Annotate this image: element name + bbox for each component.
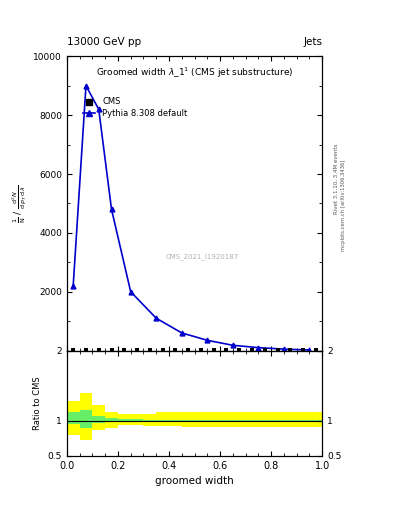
X-axis label: groomed width: groomed width: [155, 476, 234, 486]
Text: CMS_2021_I1920187: CMS_2021_I1920187: [165, 253, 239, 260]
Legend: CMS, Pythia 8.308 default: CMS, Pythia 8.308 default: [81, 96, 189, 120]
Text: Groomed width $\lambda\_1^1$ (CMS jet substructure): Groomed width $\lambda\_1^1$ (CMS jet su…: [96, 65, 293, 79]
Text: Jets: Jets: [303, 37, 322, 47]
Text: 13000 GeV pp: 13000 GeV pp: [67, 37, 141, 47]
Y-axis label: $\frac{1}{\mathrm{N}}$ / $\frac{\mathrm{d}^2 N}{\mathrm{d}\,p_T\,\mathrm{d}\,\la: $\frac{1}{\mathrm{N}}$ / $\frac{\mathrm{…: [11, 184, 29, 223]
Text: Rivet 3.1.10, 3.4M events: Rivet 3.1.10, 3.4M events: [334, 144, 338, 215]
Y-axis label: Ratio to CMS: Ratio to CMS: [33, 376, 42, 430]
Text: mcplots.cern.ch [arXiv:1306.3436]: mcplots.cern.ch [arXiv:1306.3436]: [342, 159, 346, 250]
